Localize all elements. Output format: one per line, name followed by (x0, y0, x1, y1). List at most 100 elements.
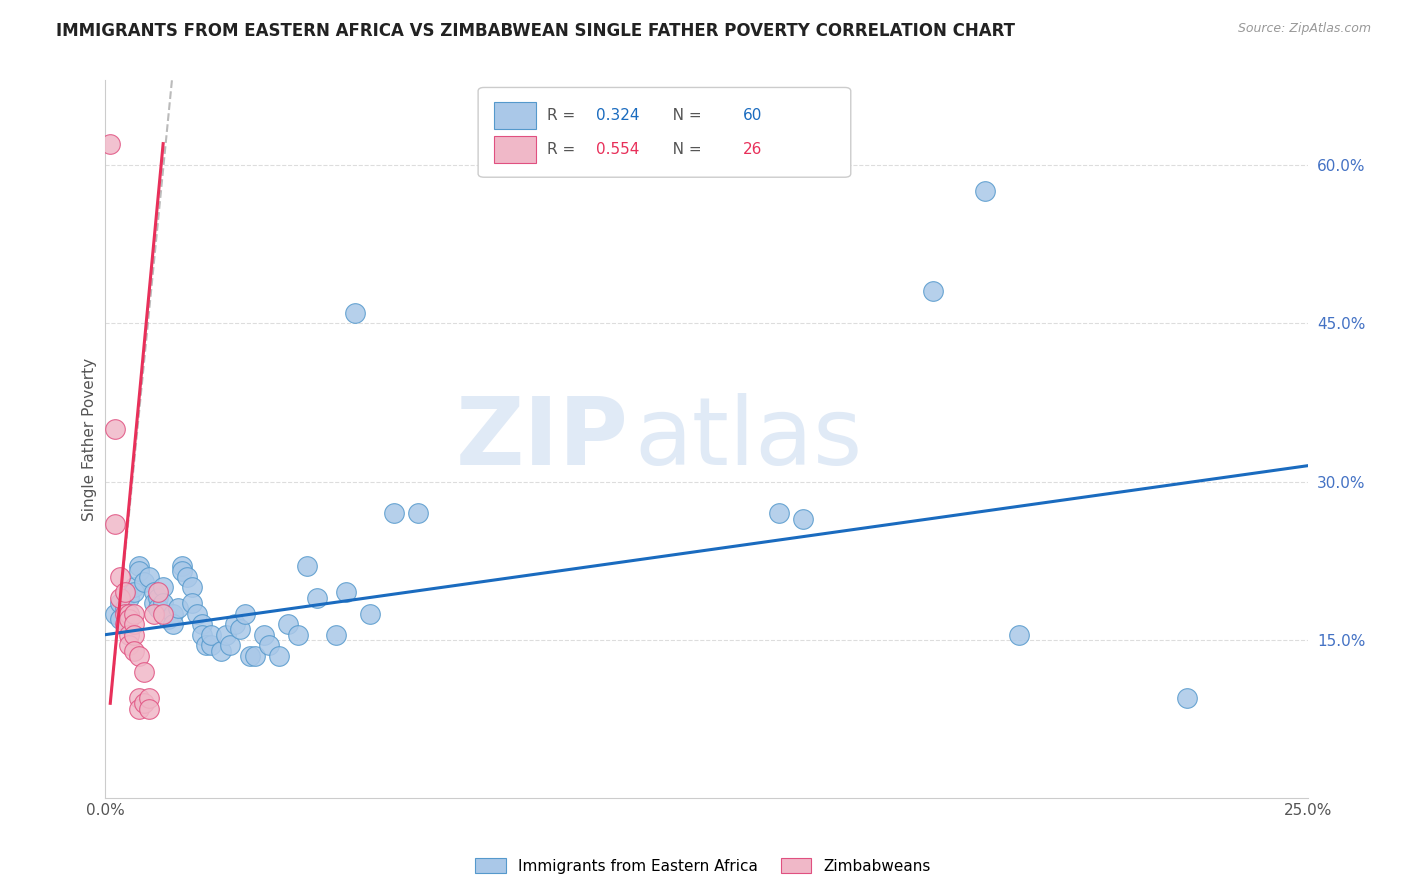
Point (124, 607, 146, 621)
Point (200, 638, 222, 652)
FancyBboxPatch shape (478, 87, 851, 178)
Point (138, 569, 160, 583)
Point (382, 506, 405, 520)
Point (166, 601, 188, 615)
Point (253, 628, 276, 642)
Point (219, 638, 242, 652)
Point (224, 617, 246, 632)
FancyBboxPatch shape (494, 102, 536, 129)
Point (190, 628, 212, 642)
Text: N =: N = (658, 108, 707, 123)
Legend: Immigrants from Eastern Africa, Zimbabweans: Immigrants from Eastern Africa, Zimbabwe… (470, 852, 936, 880)
Point (128, 701, 150, 715)
Point (792, 511, 814, 525)
Point (138, 701, 160, 715)
Text: 0.554: 0.554 (596, 142, 640, 157)
Text: IMMIGRANTS FROM EASTERN AFRICA VS ZIMBABWEAN SINGLE FATHER POVERTY CORRELATION C: IMMIGRANTS FROM EASTERN AFRICA VS ZIMBAB… (56, 22, 1015, 40)
Point (114, 585, 136, 599)
Point (118, 628, 141, 642)
Point (297, 559, 319, 574)
Point (195, 638, 218, 652)
Point (128, 559, 150, 574)
Point (132, 665, 155, 679)
Point (142, 607, 165, 621)
Text: N =: N = (658, 142, 707, 157)
Point (104, 422, 127, 436)
Point (974, 184, 997, 198)
Point (172, 559, 194, 574)
Point (124, 580, 146, 594)
Point (229, 623, 252, 637)
Point (114, 617, 136, 632)
Point (181, 596, 204, 610)
Text: 60: 60 (742, 108, 762, 123)
Point (128, 648, 150, 663)
Point (257, 638, 280, 652)
Point (214, 628, 236, 642)
Point (118, 607, 141, 621)
Point (124, 585, 146, 599)
Point (118, 591, 141, 605)
Point (128, 564, 150, 578)
Point (108, 569, 131, 583)
Point (172, 564, 194, 578)
Text: R =: R = (547, 142, 579, 157)
Point (181, 580, 204, 594)
Point (267, 648, 290, 663)
Point (152, 596, 174, 610)
Point (325, 628, 347, 642)
Point (114, 601, 136, 615)
Point (156, 612, 179, 626)
Point (132, 696, 155, 710)
Point (152, 607, 174, 621)
Point (114, 607, 136, 621)
Text: 0.324: 0.324 (596, 108, 640, 123)
Text: atlas: atlas (634, 393, 863, 485)
Point (118, 638, 141, 652)
Point (186, 607, 208, 621)
Point (239, 648, 262, 663)
Point (768, 506, 790, 520)
Text: Source: ZipAtlas.com: Source: ZipAtlas.com (1237, 22, 1371, 36)
FancyBboxPatch shape (494, 136, 536, 163)
Point (124, 628, 146, 642)
Point (124, 617, 146, 632)
Point (233, 607, 256, 621)
Point (132, 574, 155, 589)
Point (209, 643, 232, 657)
Point (344, 305, 367, 319)
Point (277, 617, 299, 632)
Point (176, 569, 198, 583)
Text: R =: R = (547, 108, 579, 123)
Text: ZIP: ZIP (456, 393, 628, 485)
Point (190, 617, 212, 632)
Point (118, 612, 141, 626)
Point (1175, 691, 1198, 706)
Point (108, 612, 131, 626)
Point (152, 580, 174, 594)
Point (243, 648, 266, 663)
Point (148, 601, 170, 615)
Point (108, 596, 131, 610)
Point (162, 617, 184, 632)
Point (142, 585, 165, 599)
Y-axis label: Single Father Poverty: Single Father Poverty (82, 358, 97, 521)
Point (335, 585, 357, 599)
Point (406, 506, 429, 520)
Text: 26: 26 (742, 142, 762, 157)
Point (359, 607, 381, 621)
Point (128, 691, 150, 706)
Point (921, 285, 943, 299)
Point (162, 607, 184, 621)
Point (124, 643, 146, 657)
Point (148, 591, 170, 605)
Point (142, 596, 165, 610)
Point (305, 591, 328, 605)
Point (108, 591, 131, 605)
Point (287, 628, 309, 642)
Point (148, 585, 170, 599)
Point (138, 691, 160, 706)
Point (104, 516, 127, 531)
Point (118, 607, 141, 621)
Point (200, 628, 222, 642)
